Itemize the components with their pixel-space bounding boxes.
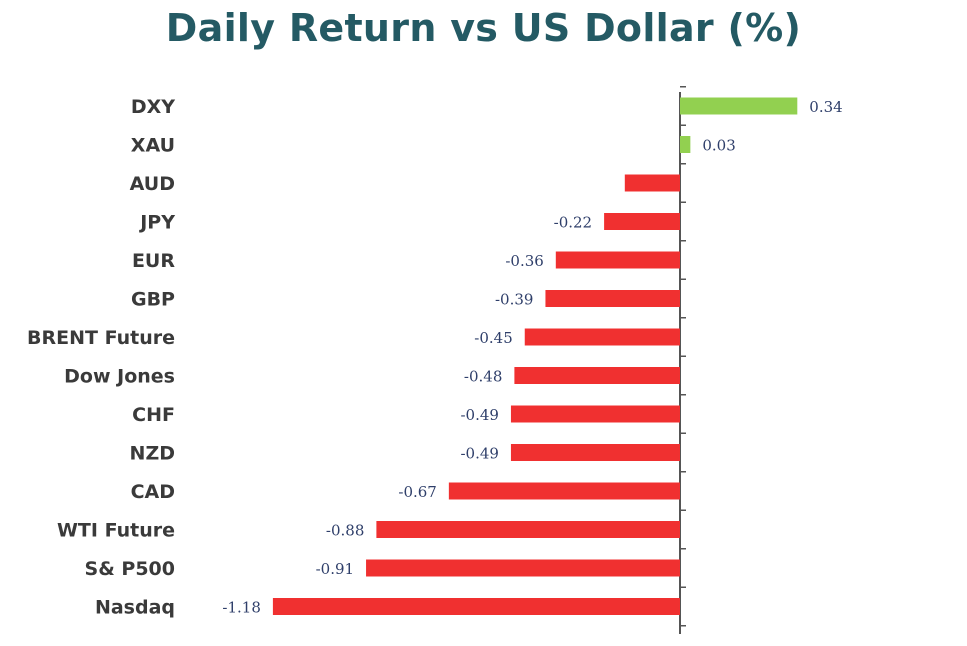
data-label: -0.48 [464, 368, 502, 386]
bar-aud [624, 174, 680, 192]
data-label: -0.91 [316, 560, 354, 578]
data-label: -0.49 [460, 445, 498, 463]
category-label: CAD [131, 481, 175, 503]
bar-s-p500 [366, 559, 680, 577]
data-label: -1.18 [222, 599, 260, 617]
data-label: -0.45 [474, 329, 512, 347]
bar-chf [510, 405, 680, 423]
chart-title: Daily Return vs US Dollar (%) [165, 6, 802, 50]
bar-gbp [545, 290, 680, 307]
category-label: EUR [132, 250, 175, 272]
category-label: BRENT Future [27, 327, 175, 349]
category-label: XAU [131, 135, 175, 157]
bar-jpy [604, 213, 680, 230]
data-label: -0.22 [554, 214, 592, 232]
bar-dxy [680, 97, 798, 115]
category-label: Dow Jones [64, 366, 175, 388]
bar-xau [680, 136, 691, 153]
category-label: JPY [138, 212, 175, 234]
bar-cad [448, 482, 680, 500]
category-label: CHF [132, 404, 175, 426]
category-label: Nasdaq [95, 597, 175, 619]
bar-nasdaq [272, 598, 680, 615]
category-label: DXY [131, 96, 175, 118]
data-label: 0.03 [702, 137, 735, 155]
category-label: NZD [130, 443, 175, 465]
bar-nzd [510, 444, 680, 461]
category-label: WTI Future [57, 520, 175, 542]
bar-eur [555, 251, 680, 269]
bar-wti-future [376, 521, 680, 538]
data-label: 0.34 [809, 98, 842, 116]
bar-dow-jones [514, 367, 680, 384]
data-label: -0.49 [460, 406, 498, 424]
data-label: -0.39 [495, 291, 533, 309]
bar-brent-future [524, 328, 680, 346]
data-label: -0.88 [326, 522, 364, 540]
category-label: AUD [130, 173, 175, 195]
data-label: -0.36 [505, 252, 543, 270]
category-label: GBP [131, 289, 175, 311]
category-label: S& P500 [85, 558, 175, 580]
data-label: -0.67 [398, 483, 436, 501]
